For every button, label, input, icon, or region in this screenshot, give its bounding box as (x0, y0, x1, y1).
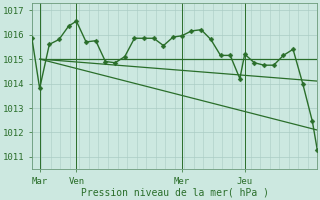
X-axis label: Pression niveau de la mer( hPa ): Pression niveau de la mer( hPa ) (81, 187, 268, 197)
